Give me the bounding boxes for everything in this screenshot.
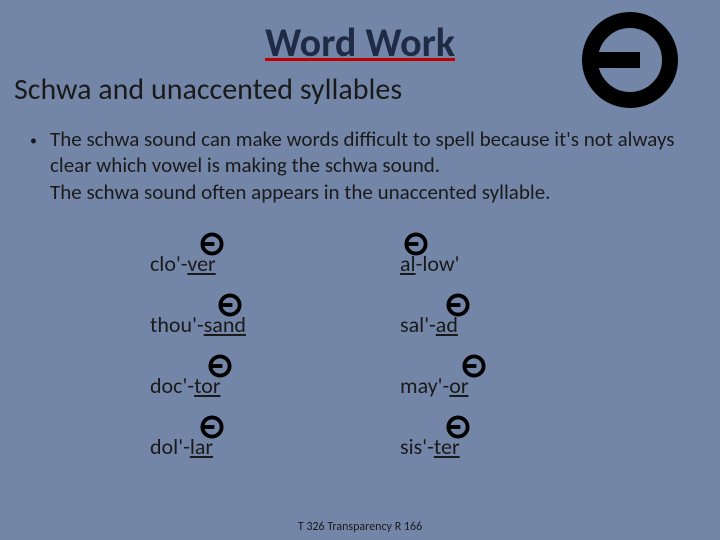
word-prefix: thou'-	[150, 311, 204, 338]
word-prefix: sal'-	[400, 311, 436, 338]
word-prefix: sis'-	[400, 433, 434, 460]
word-allow: al-low'	[400, 250, 630, 277]
word-row: clo'-ver al-low'	[150, 250, 630, 277]
schwa-icon	[462, 354, 486, 378]
schwa-icon	[218, 293, 242, 317]
bullet-paragraph: • The schwa sound can make words difficu…	[0, 108, 720, 205]
word-sister: sis'-ter	[400, 433, 630, 460]
schwa-icon	[580, 10, 680, 110]
word-doctor: doc'-tor	[150, 372, 400, 399]
word-row: doc'-tor may'-or	[150, 372, 630, 399]
word-prefix: may'-	[400, 372, 449, 399]
word-row: dol'-lar sis'-ter	[150, 433, 630, 460]
bullet-text: The schwa sound can make words difficult…	[50, 126, 690, 205]
word-prefix: dol'-	[150, 433, 190, 460]
word-row: thou'-sand sal'-ad	[150, 311, 630, 338]
word-mayor: may'-or	[400, 372, 630, 399]
word-thousand: thou'-sand	[150, 311, 400, 338]
word-salad: sal'-ad	[400, 311, 630, 338]
schwa-icon	[446, 293, 470, 317]
word-dollar: dol'-lar	[150, 433, 400, 460]
schwa-icon	[404, 232, 428, 256]
word-prefix: doc'-	[150, 372, 194, 399]
footer-reference: T 326 Transparency R 166	[0, 520, 720, 534]
schwa-icon	[200, 232, 224, 256]
word-clover: clo'-ver	[150, 250, 400, 277]
word-prefix: clo'-	[150, 250, 187, 277]
schwa-icon	[446, 415, 470, 439]
schwa-icon	[200, 415, 224, 439]
schwa-icon	[208, 354, 232, 378]
words-grid: clo'-ver al-low' thou'-sand sal'-ad doc'…	[150, 250, 630, 494]
bullet-marker: •	[30, 126, 50, 205]
